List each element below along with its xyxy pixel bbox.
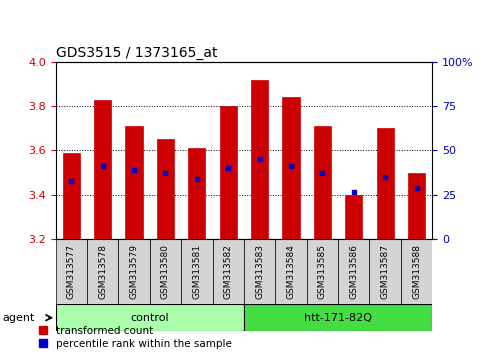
Text: htt-171-82Q: htt-171-82Q [304,313,372,323]
Bar [345,195,362,239]
Bar [369,239,401,304]
Text: GSM313587: GSM313587 [381,244,390,299]
Bar [188,148,205,239]
Bar [220,106,237,239]
Text: GSM313588: GSM313588 [412,244,421,299]
Bar [275,239,307,304]
Bar [213,239,244,304]
Bar [87,239,118,304]
Text: agent: agent [2,313,35,323]
Bar [408,173,425,239]
Bar [377,129,394,239]
Bar [63,153,80,239]
Bar [244,304,432,331]
Text: GDS3515 / 1373165_at: GDS3515 / 1373165_at [56,46,217,59]
Bar [314,126,331,239]
Text: GSM313583: GSM313583 [255,244,264,299]
Text: GSM313581: GSM313581 [192,244,201,299]
Text: GSM313577: GSM313577 [67,244,76,299]
Bar [251,80,268,239]
Bar [150,239,181,304]
Bar [94,99,111,239]
Text: GSM313580: GSM313580 [161,244,170,299]
Bar [307,239,338,304]
Bar [244,239,275,304]
Bar [56,239,87,304]
Text: GSM313579: GSM313579 [129,244,139,299]
Text: GSM313586: GSM313586 [349,244,358,299]
Bar [56,304,244,331]
Bar [181,239,213,304]
Bar [157,139,174,239]
Legend: transformed count, percentile rank within the sample: transformed count, percentile rank withi… [39,326,231,349]
Bar [338,239,369,304]
Bar [401,239,432,304]
Bar [283,97,299,239]
Text: GSM313578: GSM313578 [98,244,107,299]
Text: GSM313584: GSM313584 [286,244,296,299]
Bar [126,126,142,239]
Bar [118,239,150,304]
Text: GSM313585: GSM313585 [318,244,327,299]
Text: GSM313582: GSM313582 [224,244,233,299]
Text: control: control [130,313,169,323]
